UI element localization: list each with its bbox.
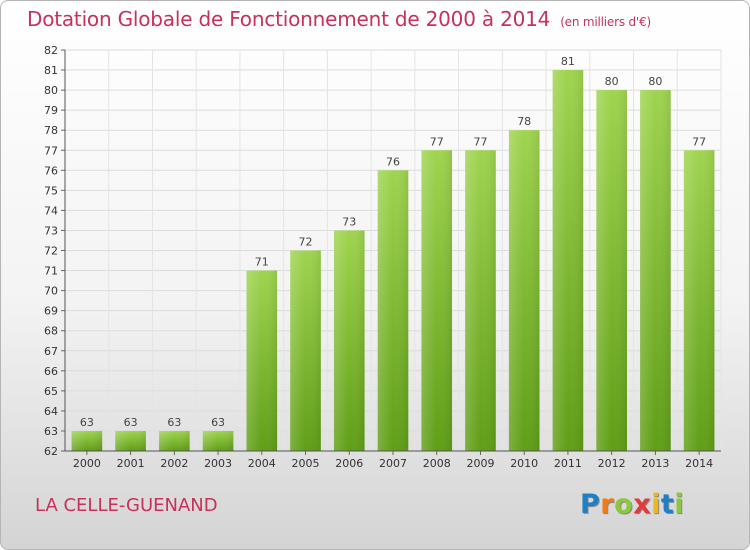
logo-letter: i: [651, 489, 661, 520]
logo-letter: P: [580, 489, 601, 520]
bar-shade-2005: [290, 250, 321, 451]
bar-shade-2008: [421, 150, 453, 451]
bar-shade-2010: [508, 130, 540, 451]
x-tick-label: 2002: [160, 457, 188, 470]
bar-shade-2004: [246, 270, 278, 451]
logo-letter: x: [633, 489, 652, 520]
x-tick-label: 2007: [379, 457, 407, 470]
bar-shade-2001: [115, 430, 146, 451]
logo-letter: i: [674, 489, 685, 520]
commune-name: LA CELLE-GUENAND: [35, 495, 218, 516]
y-tick-label: 70: [44, 285, 58, 298]
y-tick-label: 81: [44, 64, 58, 77]
x-tick-label: 2001: [117, 457, 145, 470]
bars: [71, 70, 715, 452]
data-label: 71: [255, 256, 269, 269]
y-tick-label: 63: [44, 425, 58, 438]
chart-subtitle: (en milliers d'€): [560, 15, 651, 29]
y-tick-label: 77: [44, 144, 58, 157]
data-label: 77: [430, 135, 444, 148]
data-label: 78: [517, 115, 531, 128]
data-label: 63: [80, 416, 94, 429]
y-tick-label: 66: [44, 365, 58, 378]
x-tick-label: 2011: [554, 457, 582, 470]
axes: 62 63 64 65 66 67 68 69 70 71 72 73 74 75 76 77 78 79 80 81…: [44, 44, 721, 470]
x-tick-label: 2014: [685, 457, 713, 470]
bar-shade-2014: [683, 150, 715, 451]
bar-shade-2007: [377, 170, 409, 452]
y-tick-label: 62: [44, 445, 58, 458]
x-tick-label: 2012: [598, 457, 626, 470]
y-tick-label: 72: [44, 245, 58, 258]
chart-title-text: Dotation Globale de Fonctionnement de 20…: [27, 7, 551, 31]
data-label: 63: [124, 416, 138, 429]
x-tick-label: 2000: [73, 457, 101, 470]
bar-shade-2003: [202, 430, 234, 451]
data-label: 80: [605, 75, 619, 88]
y-tick-label: 76: [44, 164, 58, 177]
bar-shade-2013: [640, 90, 671, 451]
x-tick-label: 2004: [248, 457, 276, 470]
y-tick-label: 69: [44, 305, 58, 318]
y-tick-label: 80: [44, 84, 58, 97]
data-label: 77: [692, 135, 706, 148]
x-tick-label: 2006: [335, 457, 363, 470]
y-tick-label: 67: [44, 345, 58, 358]
x-tick-label: 2010: [510, 457, 538, 470]
chart-title: Dotation Globale de Fonctionnement de 20…: [27, 7, 651, 31]
y-tick-label: 64: [44, 405, 58, 418]
y-tick-label: 74: [44, 204, 58, 217]
data-label: 77: [473, 135, 487, 148]
y-tick-label: 71: [44, 265, 58, 278]
data-label: 72: [299, 236, 313, 249]
y-tick-label: 65: [44, 385, 58, 398]
data-labels: 63 63 63 63 71 72 73 76 77 77 78 81 80 80 77: [80, 55, 706, 429]
bar-shade-2000: [71, 430, 103, 451]
logo-letter: o: [614, 489, 634, 520]
y-tick-label: 68: [44, 325, 58, 338]
data-label: 73: [342, 215, 356, 228]
bar-shade-2011: [552, 70, 584, 452]
y-tick-label: 75: [44, 184, 58, 197]
bar-shade-2002: [159, 430, 190, 451]
logo-letter: t: [660, 489, 675, 520]
data-label: 63: [211, 416, 225, 429]
proxiti-logo: Proxiti: [580, 489, 684, 520]
x-tick-label: 2009: [466, 457, 494, 470]
data-label: 81: [561, 55, 575, 68]
y-tick-label: 73: [44, 224, 58, 237]
y-tick-label: 78: [44, 124, 58, 137]
x-tick-label: 2005: [292, 457, 320, 470]
y-tick-label: 79: [44, 104, 58, 117]
x-tick-label: 2008: [423, 457, 451, 470]
bar-shade-2012: [596, 90, 627, 451]
bar-shade-2006: [333, 230, 365, 451]
data-label: 80: [648, 75, 662, 88]
x-tick-label: 2003: [204, 457, 232, 470]
bar-shade-2009: [465, 150, 496, 451]
logo-letter: r: [600, 489, 615, 520]
x-tick-label: 2013: [641, 457, 669, 470]
data-label: 63: [167, 416, 181, 429]
data-label: 76: [386, 155, 400, 168]
y-tick-label: 82: [44, 44, 58, 57]
